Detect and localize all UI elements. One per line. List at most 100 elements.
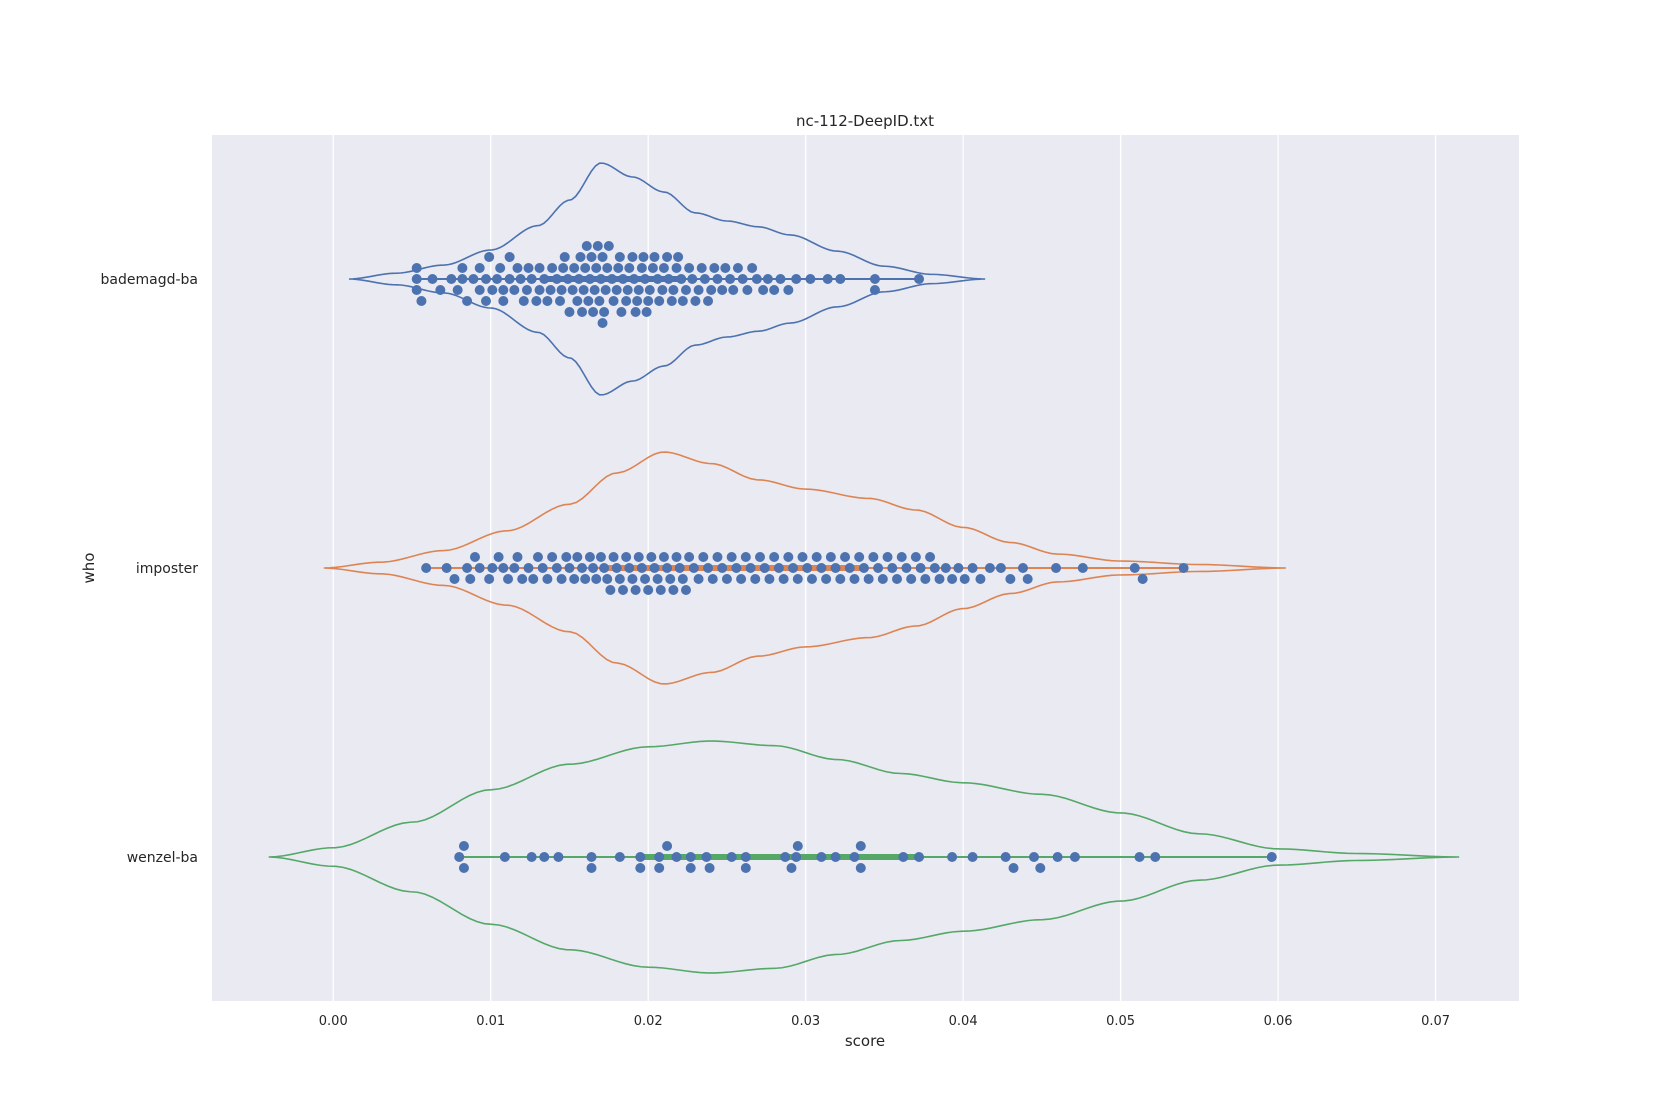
swarm-point bbox=[581, 241, 592, 251]
swarm-point bbox=[509, 285, 520, 295]
swarm-point bbox=[868, 552, 879, 562]
swarm-point bbox=[855, 841, 866, 851]
swarm-point bbox=[662, 841, 673, 851]
swarm-point bbox=[658, 263, 669, 273]
swarm-point bbox=[1069, 852, 1080, 862]
swarm-point bbox=[580, 263, 591, 273]
swarm-point bbox=[435, 285, 446, 295]
swarm-point bbox=[584, 552, 595, 562]
swarm-point bbox=[528, 574, 539, 584]
swarm-point bbox=[652, 274, 663, 284]
swarm-point bbox=[487, 563, 498, 573]
swarm-point bbox=[547, 263, 558, 273]
swarm-point bbox=[755, 552, 765, 562]
chart-title: nc-112-DeepID.txt bbox=[796, 112, 934, 130]
swarm-point bbox=[484, 252, 495, 262]
swarm-point bbox=[816, 852, 827, 862]
swarm-point bbox=[474, 285, 485, 295]
swarm-point bbox=[630, 585, 641, 595]
swarm-point bbox=[603, 241, 614, 251]
swarm-point bbox=[791, 852, 802, 862]
swarm-point bbox=[707, 574, 718, 584]
swarm-point bbox=[742, 285, 753, 295]
x-tick-label: 0.03 bbox=[791, 1014, 820, 1029]
swarm-point bbox=[630, 307, 641, 317]
swarm-point bbox=[577, 307, 588, 317]
swarm-point bbox=[591, 574, 602, 584]
swarm-point bbox=[632, 296, 643, 306]
swarm-point bbox=[984, 563, 995, 573]
swarm-point bbox=[481, 296, 491, 306]
swarm-point bbox=[690, 296, 701, 306]
swarm-point bbox=[751, 274, 762, 284]
swarm-point bbox=[495, 263, 506, 273]
swarm-point bbox=[411, 285, 422, 295]
swarm-point bbox=[732, 263, 743, 273]
swarm-point bbox=[901, 563, 912, 573]
swarm-point bbox=[629, 274, 640, 284]
swarm-point bbox=[627, 252, 638, 262]
swarm-point bbox=[654, 296, 665, 306]
swarm-point bbox=[521, 285, 532, 295]
swarm-point bbox=[687, 274, 698, 284]
swarm-point bbox=[792, 841, 803, 851]
swarm-point bbox=[914, 274, 925, 284]
swarm-point bbox=[545, 285, 556, 295]
swarm-point bbox=[469, 552, 480, 562]
swarm-point bbox=[673, 252, 684, 262]
swarm-point bbox=[493, 552, 504, 562]
swarm-point bbox=[858, 563, 869, 573]
swarm-point bbox=[627, 574, 638, 584]
swarm-point bbox=[487, 285, 498, 295]
swarm-point bbox=[869, 274, 880, 284]
swarm-point bbox=[1035, 863, 1046, 873]
swarm-point bbox=[940, 563, 951, 573]
swarm-point bbox=[594, 296, 605, 306]
swarm-point bbox=[559, 252, 570, 262]
x-tick-label: 0.00 bbox=[319, 1014, 348, 1029]
swarm-point bbox=[830, 563, 841, 573]
swarm-point bbox=[791, 274, 802, 284]
swarm-point bbox=[411, 263, 422, 273]
swarm-point bbox=[685, 852, 696, 862]
swarm-point bbox=[967, 563, 978, 573]
category-labels: bademagd-ba imposter wenzel-ba bbox=[101, 272, 199, 866]
swarm-point bbox=[1137, 574, 1148, 584]
swarm-point bbox=[654, 863, 665, 873]
swarm-point bbox=[515, 274, 526, 284]
swarm-point bbox=[652, 574, 663, 584]
swarm-point bbox=[624, 263, 635, 273]
swarm-point bbox=[595, 274, 606, 284]
swarm-point bbox=[523, 263, 534, 273]
swarm-point bbox=[783, 285, 794, 295]
swarm-point bbox=[1051, 563, 1062, 573]
swarm-point bbox=[712, 274, 723, 284]
x-tick-label: 0.04 bbox=[949, 1014, 978, 1029]
swarm-point bbox=[591, 263, 602, 273]
swarm-point bbox=[725, 274, 736, 284]
swarm-point bbox=[572, 552, 583, 562]
swarm-point bbox=[481, 274, 491, 284]
swarm-point bbox=[573, 274, 584, 284]
swarm-point bbox=[555, 296, 566, 306]
swarm-point bbox=[1022, 574, 1033, 584]
swarm-point bbox=[592, 241, 603, 251]
swarm-point bbox=[561, 552, 572, 562]
swarm-point bbox=[635, 852, 646, 862]
swarm-point bbox=[740, 863, 751, 873]
swarm-point bbox=[783, 552, 794, 562]
swarm-point bbox=[644, 285, 655, 295]
swarm-point bbox=[588, 563, 599, 573]
x-tick-label: 0.07 bbox=[1421, 1014, 1450, 1029]
swarm-point bbox=[614, 252, 625, 262]
swarm-point bbox=[737, 274, 748, 284]
swarm-point bbox=[599, 563, 610, 573]
swarm-point bbox=[551, 274, 562, 284]
swarm-point bbox=[1017, 563, 1028, 573]
swarm-point bbox=[835, 574, 846, 584]
swarm-point bbox=[503, 574, 514, 584]
swarm-point bbox=[602, 574, 613, 584]
swarm-point bbox=[498, 296, 509, 306]
swarm-point bbox=[740, 852, 751, 862]
